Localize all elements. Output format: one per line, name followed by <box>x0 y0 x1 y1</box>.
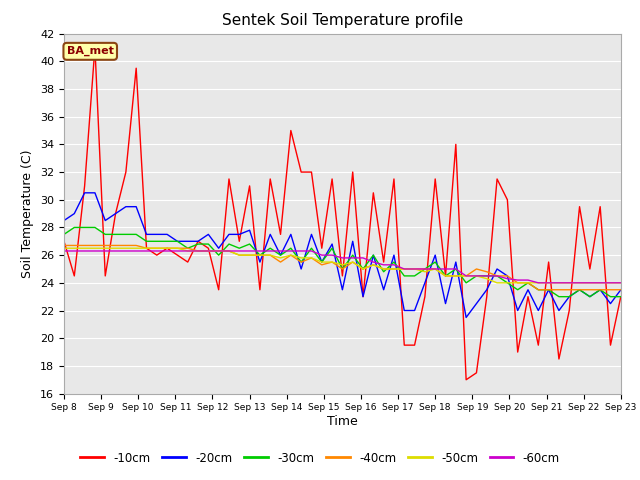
Legend: -10cm, -20cm, -30cm, -40cm, -50cm, -60cm: -10cm, -20cm, -30cm, -40cm, -50cm, -60cm <box>76 447 564 469</box>
Y-axis label: Soil Temperature (C): Soil Temperature (C) <box>22 149 35 278</box>
X-axis label: Time: Time <box>327 415 358 428</box>
Text: BA_met: BA_met <box>67 46 114 57</box>
Title: Sentek Soil Temperature profile: Sentek Soil Temperature profile <box>222 13 463 28</box>
